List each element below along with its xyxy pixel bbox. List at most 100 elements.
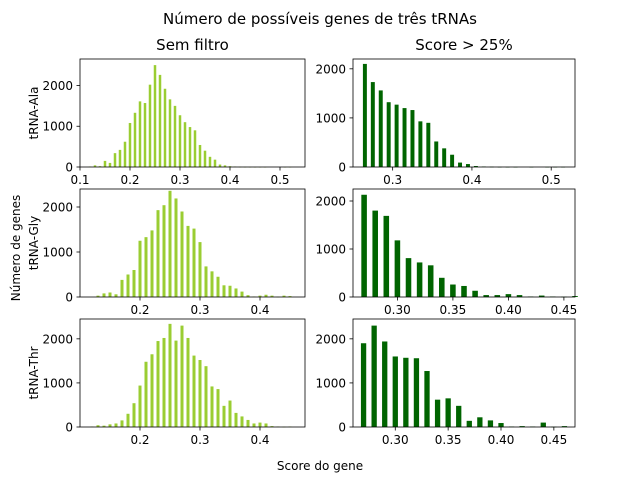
bar: [234, 412, 238, 427]
x-tick-label: 0.45: [540, 433, 567, 447]
x-tick-label: 0.3: [170, 173, 189, 187]
bar: [394, 240, 401, 297]
figure-title: Número de possíveis genes de três tRNAs: [163, 10, 477, 28]
y-tick-label: 1000: [315, 243, 346, 257]
bar: [360, 343, 367, 427]
y-tick-label: 2000: [315, 62, 346, 76]
y-tick-label: 0: [65, 161, 73, 175]
bar: [96, 295, 100, 297]
bar: [148, 84, 152, 167]
bar: [163, 88, 167, 167]
bar: [144, 361, 148, 427]
bar: [402, 108, 407, 167]
bar: [132, 270, 136, 297]
bar: [98, 166, 102, 167]
bar: [461, 285, 467, 297]
bar: [138, 385, 142, 427]
bar: [126, 413, 130, 427]
bar: [439, 277, 445, 297]
bar: [218, 164, 222, 167]
bar: [386, 102, 391, 167]
bar: [108, 292, 112, 297]
bar: [204, 366, 208, 427]
y-tick-label: 0: [338, 421, 346, 435]
panel-ylabel: tRNA-Thr: [27, 346, 41, 399]
bar: [162, 337, 166, 427]
bar: [405, 258, 412, 297]
axes-frame: [352, 188, 576, 298]
axes-frame: [352, 318, 576, 428]
bar: [203, 150, 207, 167]
bar: [178, 115, 182, 167]
bar: [540, 422, 546, 427]
bar: [246, 419, 250, 427]
bar: [228, 400, 232, 427]
panel-middle-right: 0.30 0.35 0.40 0.45 0 1000 2000: [315, 188, 578, 317]
panel-top-right: 0.3 0.4 0.5 0 1000 2000 Score > 25%: [315, 36, 576, 187]
bar: [371, 325, 377, 427]
bar: [216, 389, 220, 427]
panel-ylabel: tRNA-Ala: [27, 87, 41, 140]
bar: [362, 63, 367, 167]
bar: [114, 423, 118, 427]
panel-bottom-right: 0.30 0.35 0.40 0.45 0 1000 2000: [315, 318, 576, 447]
bar: [96, 425, 100, 427]
bar: [126, 274, 130, 297]
bar: [123, 141, 127, 167]
x-tick-label: 0.4: [220, 173, 239, 187]
bar: [394, 104, 399, 167]
axes-frame: [352, 58, 576, 168]
y-tick-label: 0: [338, 161, 346, 175]
bar: [424, 371, 430, 427]
bar: [413, 358, 420, 427]
bar: [228, 166, 232, 167]
bar: [383, 215, 390, 297]
bar: [150, 354, 154, 427]
bar: [174, 198, 178, 297]
bar: [498, 423, 504, 427]
bar: [258, 422, 262, 427]
bar: [505, 294, 512, 297]
bar: [143, 103, 147, 167]
x-tick-label: 0.3: [190, 433, 209, 447]
bar: [477, 417, 483, 427]
bar: [102, 293, 106, 297]
bar: [208, 156, 212, 167]
bar: [108, 162, 112, 167]
bar: [222, 405, 226, 427]
x-tick-label: 0.1: [70, 173, 89, 187]
x-tick-label: 0.4: [462, 173, 481, 187]
bar: [188, 127, 192, 167]
panel-title: Sem filtro: [156, 36, 229, 54]
y-tick-label: 1000: [42, 120, 73, 134]
x-tick-label: 0.30: [384, 303, 411, 317]
bar: [246, 295, 250, 297]
bar: [382, 341, 388, 427]
bar: [192, 228, 196, 297]
bar: [103, 160, 107, 167]
bar: [403, 357, 409, 427]
x-tick-label: 0.2: [120, 173, 139, 187]
bar: [240, 291, 244, 297]
bar: [210, 386, 214, 427]
axes-frame: [79, 58, 306, 168]
bar: [252, 423, 256, 427]
bar: [222, 285, 226, 297]
figure-ylabel: Número de genes: [9, 195, 23, 302]
y-tick-label: 2000: [315, 195, 346, 209]
x-tick-label: 0.4: [250, 433, 269, 447]
bar: [223, 165, 227, 167]
bar: [168, 190, 172, 297]
x-tick-label: 0.5: [270, 173, 289, 187]
x-tick-label: 0.40: [488, 433, 515, 447]
bar: [198, 242, 202, 297]
x-tick-label: 0.35: [435, 433, 462, 447]
x-tick-label: 0.3: [190, 303, 209, 317]
bar: [483, 295, 489, 297]
bar: [234, 288, 238, 297]
bar: [213, 159, 217, 167]
bar: [128, 122, 132, 167]
bar: [434, 399, 441, 427]
bar: [410, 110, 415, 167]
